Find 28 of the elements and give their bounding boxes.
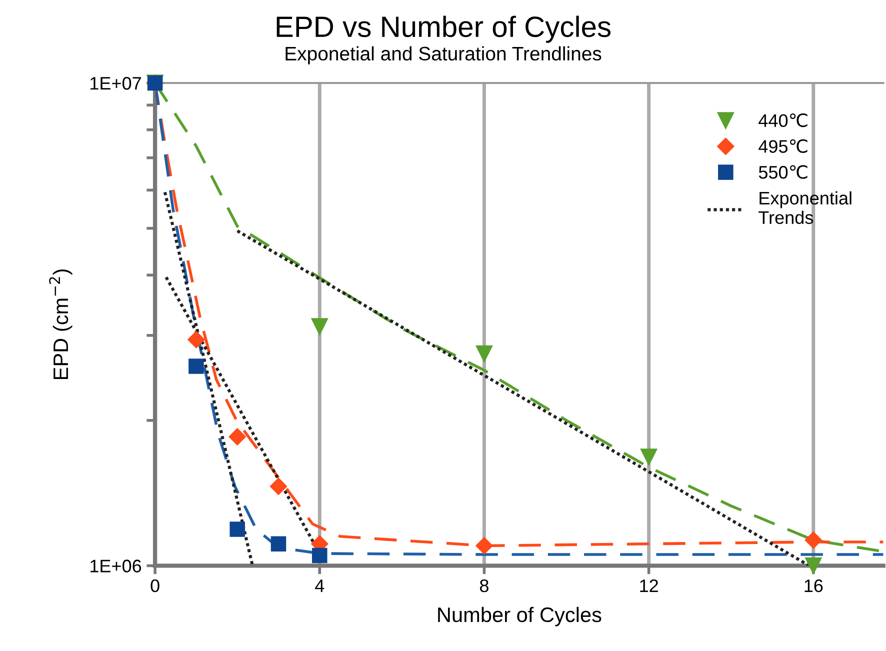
legend-label: 550℃	[758, 165, 808, 179]
point	[311, 318, 328, 335]
point	[312, 548, 328, 564]
x-tick-label: 12	[640, 579, 658, 592]
point	[270, 478, 288, 495]
point	[270, 536, 286, 552]
point	[188, 358, 204, 374]
x-tick-label: 0	[150, 579, 160, 592]
chart-title: EPD vs Number of Cycles	[276, 16, 611, 43]
point	[188, 331, 205, 348]
x-axis-title: Number of Cycles	[438, 606, 602, 626]
y-axis-title: EPD (cm$^{−2}$)	[49, 269, 72, 380]
legend-label: 440℃	[758, 113, 808, 128]
x-tick-label: 4	[315, 580, 324, 592]
point	[476, 345, 493, 362]
point	[230, 522, 245, 537]
legend-label: Exponential Trends	[758, 191, 852, 224]
y-tick-label: 1E+07	[90, 76, 141, 90]
y-tick-label: 1E+06	[90, 560, 142, 572]
point	[805, 557, 822, 574]
point	[804, 532, 822, 549]
legend-label: 495℃	[758, 139, 808, 153]
x-tick-label: 8	[480, 579, 488, 592]
point	[640, 448, 658, 466]
x-tick-label: 16	[804, 579, 823, 592]
point	[228, 428, 246, 446]
chart-subtitle: Exponetial and Saturation Trendlines	[286, 46, 602, 64]
point	[476, 537, 493, 554]
